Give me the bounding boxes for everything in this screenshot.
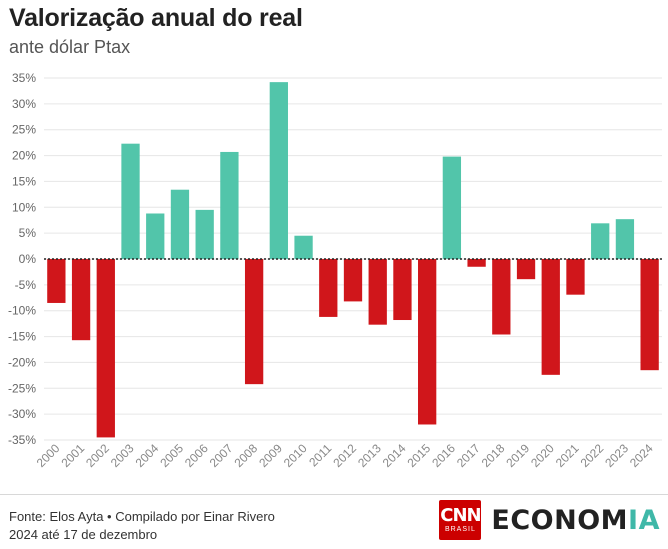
y-tick-label: 10%: [12, 200, 36, 214]
x-tick-label-2005: 2005: [157, 441, 186, 470]
y-tick-label: 0%: [19, 252, 37, 266]
y-tick-label: -35%: [8, 433, 36, 447]
bar-2004: [146, 213, 165, 259]
x-tick-label-2016: 2016: [429, 441, 458, 470]
bar-2022: [591, 223, 610, 259]
bar-chart: 35% 30% 25% 20% 15% 10% 5% 0% -5% -10% -15% -20% -25…: [8, 71, 662, 470]
bar-2003: [121, 143, 140, 259]
x-tick-label-2007: 2007: [207, 441, 236, 470]
source-note: Fonte: Elos Ayta • Compilado por Einar R…: [9, 508, 309, 544]
x-tick-label-2015: 2015: [404, 441, 433, 470]
x-tick-label-2014: 2014: [380, 441, 409, 470]
brand-logos: CNN BRASIL ECONOMIA: [439, 500, 660, 540]
x-tick-label-2024: 2024: [627, 441, 656, 470]
bar-2014: [393, 259, 412, 321]
source-line-1: Fonte: Elos Ayta • Compilado por Einar R…: [9, 509, 275, 524]
y-tick-label: -30%: [8, 407, 36, 421]
chart-title: Valorização anual do real: [9, 4, 303, 32]
x-tick-label-2002: 2002: [83, 441, 112, 470]
economia-logo-main: ECONOM: [491, 504, 629, 536]
x-tick-label-2017: 2017: [454, 441, 483, 470]
bar-2007: [220, 151, 239, 259]
y-axis-ticks: 35% 30% 25% 20% 15% 10% 5% 0% -5% -10% -15% -20% -25…: [8, 71, 36, 447]
bar-2018: [492, 259, 511, 335]
x-tick-label-2011: 2011: [306, 441, 334, 469]
bar-2019: [516, 259, 536, 280]
bar-2016: [442, 156, 462, 259]
bar-2020: [541, 259, 560, 375]
bar-2023: [615, 219, 635, 259]
economia-logo: ECONOMIA: [491, 505, 660, 536]
y-tick-label: 20%: [12, 149, 36, 163]
x-tick-label-2006: 2006: [182, 441, 211, 470]
bar-2024: [640, 259, 659, 371]
bar-2017: [467, 259, 486, 267]
x-tick-label-2009: 2009: [256, 441, 285, 470]
y-tick-label: 15%: [12, 174, 36, 188]
bar-2021: [566, 259, 585, 295]
bar-2012: [343, 259, 363, 302]
x-tick-label-2001: 2001: [58, 441, 87, 470]
x-tick-label-2010: 2010: [281, 441, 310, 470]
bars: [47, 82, 659, 438]
y-tick-label: 5%: [19, 226, 37, 240]
x-tick-label-2022: 2022: [578, 441, 607, 470]
y-tick-label: 35%: [12, 71, 36, 85]
x-tick-label-2018: 2018: [479, 441, 508, 470]
bar-2013: [368, 259, 387, 325]
x-tick-label-2000: 2000: [34, 441, 63, 470]
bar-2010: [294, 235, 313, 259]
bar-2006: [195, 209, 214, 259]
x-tick-label-2013: 2013: [355, 441, 384, 470]
chart-subtitle: ante dólar Ptax: [9, 37, 131, 57]
economia-logo-accent: IA: [628, 504, 660, 536]
x-tick-label-2021: 2021: [553, 441, 582, 470]
brasil-logo-text: BRASIL: [444, 525, 476, 533]
x-tick-label-2020: 2020: [528, 441, 557, 470]
bar-2011: [319, 259, 338, 317]
y-tick-label: 30%: [12, 97, 36, 111]
x-tick-label-2012: 2012: [330, 441, 359, 470]
bar-2001: [71, 259, 91, 341]
cnn-logo-text: CNN: [440, 504, 481, 526]
y-tick-label: -15%: [8, 330, 36, 344]
x-tick-label-2023: 2023: [602, 441, 631, 470]
x-tick-label-2008: 2008: [231, 441, 260, 470]
bar-2002: [96, 259, 115, 438]
bar-2015: [418, 259, 437, 425]
cnn-brasil-logo: CNN BRASIL: [439, 500, 482, 540]
source-line-2: 2024 até 17 de dezembro: [9, 527, 158, 542]
x-tick-label-2004: 2004: [133, 441, 162, 470]
y-tick-label: -20%: [8, 355, 36, 369]
x-tick-label-2003: 2003: [108, 441, 137, 470]
bar-2009: [269, 82, 288, 259]
y-tick-label: -10%: [8, 304, 36, 318]
footer-divider: [0, 494, 668, 495]
bar-2008: [244, 259, 264, 385]
y-tick-label: -5%: [15, 278, 37, 292]
y-tick-label: 25%: [12, 123, 36, 137]
y-tick-label: -25%: [8, 381, 36, 395]
bar-2000: [47, 259, 66, 303]
bar-2005: [170, 189, 190, 259]
x-tick-label-2019: 2019: [503, 441, 532, 470]
x-axis-ticks: 2000200120022003200420052006200720082009…: [34, 441, 656, 470]
